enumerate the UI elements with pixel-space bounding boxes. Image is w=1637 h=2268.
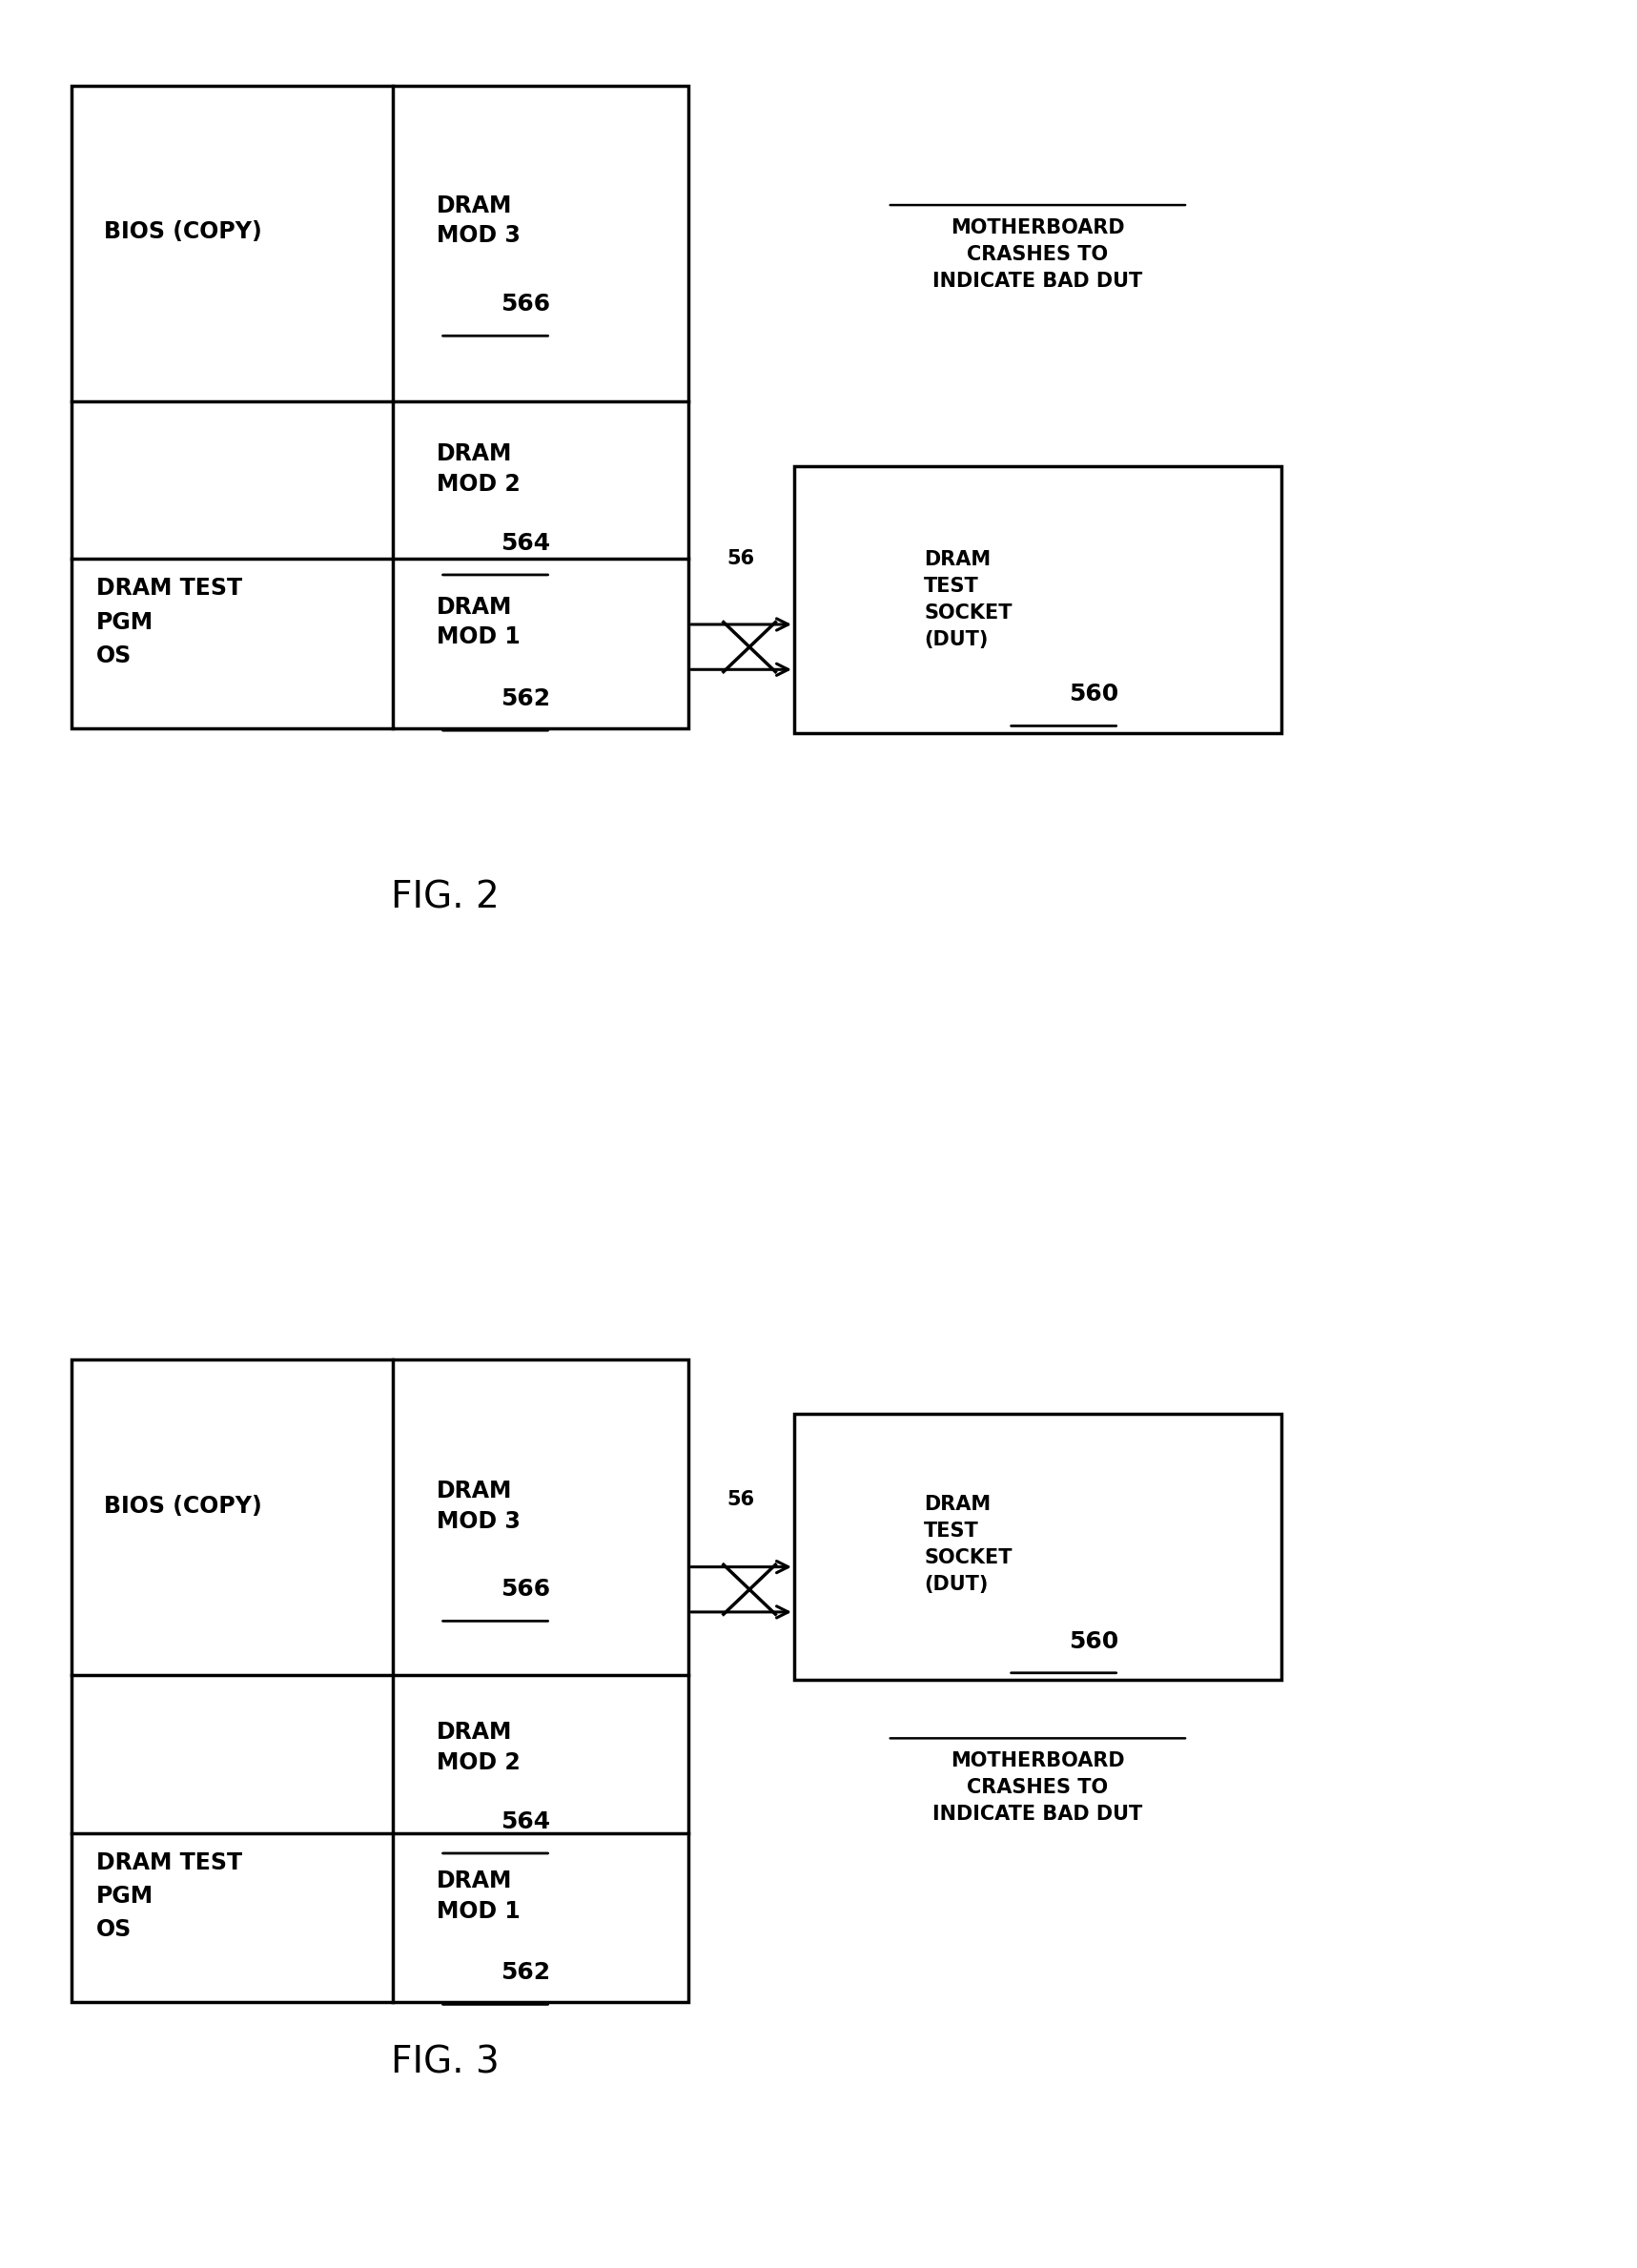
Text: FIG. 2: FIG. 2 xyxy=(391,880,499,916)
Text: DRAM
MOD 2: DRAM MOD 2 xyxy=(437,442,521,494)
Text: DRAM
TEST
SOCKET
(DUT): DRAM TEST SOCKET (DUT) xyxy=(923,1495,1012,1594)
Text: 562: 562 xyxy=(501,1962,550,1984)
Text: DRAM TEST
PGM
OS: DRAM TEST PGM OS xyxy=(97,576,242,667)
Text: DRAM
MOD 2: DRAM MOD 2 xyxy=(437,1721,521,1774)
Text: DRAM TEST
PGM
OS: DRAM TEST PGM OS xyxy=(97,1851,242,1941)
Text: DRAM
MOD 1: DRAM MOD 1 xyxy=(437,596,521,649)
Text: DRAM
MOD 1: DRAM MOD 1 xyxy=(437,1869,521,1923)
Text: DRAM
TEST
SOCKET
(DUT): DRAM TEST SOCKET (DUT) xyxy=(923,551,1012,649)
Bar xyxy=(794,1413,1282,1681)
Text: MOTHERBOARD
CRASHES TO
INDICATE BAD DUT: MOTHERBOARD CRASHES TO INDICATE BAD DUT xyxy=(933,218,1143,290)
Text: BIOS (COPY): BIOS (COPY) xyxy=(105,1495,262,1517)
Text: DRAM
MOD 3: DRAM MOD 3 xyxy=(437,1479,521,1533)
Bar xyxy=(72,1359,689,2003)
Text: DRAM
MOD 3: DRAM MOD 3 xyxy=(437,195,521,247)
Text: 560: 560 xyxy=(1069,1631,1120,1653)
Text: MOTHERBOARD
CRASHES TO
INDICATE BAD DUT: MOTHERBOARD CRASHES TO INDICATE BAD DUT xyxy=(933,1751,1143,1823)
Text: BIOS (COPY): BIOS (COPY) xyxy=(105,220,262,243)
Bar xyxy=(72,86,689,728)
Text: 566: 566 xyxy=(501,293,550,315)
Text: 566: 566 xyxy=(501,1579,550,1601)
Text: 560: 560 xyxy=(1069,683,1120,705)
Text: 56: 56 xyxy=(727,549,755,569)
Text: FIG. 3: FIG. 3 xyxy=(391,2046,499,2082)
Bar xyxy=(794,467,1282,733)
Text: 564: 564 xyxy=(501,531,550,556)
Text: 564: 564 xyxy=(501,1810,550,1833)
Text: 56: 56 xyxy=(727,1490,755,1508)
Text: 562: 562 xyxy=(501,687,550,710)
